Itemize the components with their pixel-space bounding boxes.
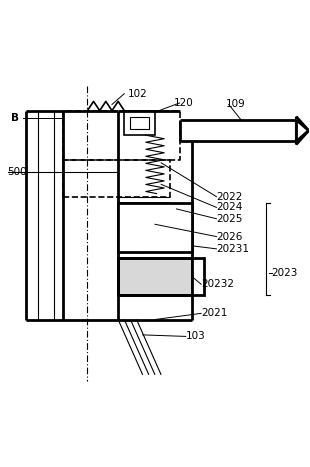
Bar (124, 111, 155, 135)
Text: 20231: 20231 (216, 244, 250, 254)
Text: 2022: 2022 (216, 191, 243, 202)
Text: B: B (11, 113, 19, 123)
Bar (118, 258, 192, 295)
Text: 103: 103 (186, 332, 206, 341)
Text: 102: 102 (127, 89, 147, 99)
Text: 2021: 2021 (201, 308, 228, 318)
Text: 2026: 2026 (216, 232, 243, 241)
Polygon shape (296, 120, 309, 142)
Circle shape (130, 265, 153, 288)
Bar (118, 203, 192, 252)
Text: 2024: 2024 (216, 202, 243, 212)
Bar (192, 258, 204, 295)
Text: 20232: 20232 (201, 279, 234, 289)
Bar (118, 258, 192, 295)
Text: 500: 500 (7, 167, 27, 177)
Text: 2025: 2025 (216, 214, 243, 224)
Text: 120: 120 (173, 98, 193, 108)
Text: 109: 109 (226, 99, 246, 109)
Text: 2023: 2023 (272, 269, 298, 278)
Bar (131, 117, 149, 129)
